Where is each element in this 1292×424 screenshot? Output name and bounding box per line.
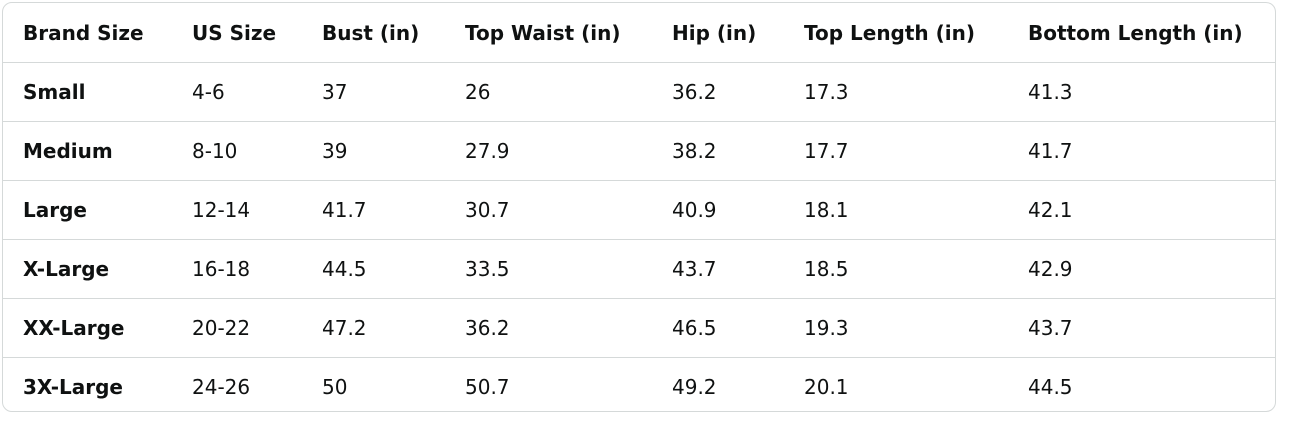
- table-cell: 30.7: [445, 180, 652, 240]
- table-cell: 36.2: [652, 62, 784, 122]
- size-name: Small: [3, 62, 172, 122]
- table-cell: 37: [302, 62, 445, 122]
- table-cell: 38.2: [652, 121, 784, 181]
- table-cell: 40.9: [652, 180, 784, 240]
- table-cell: 43.7: [652, 239, 784, 299]
- column-header: Bust (in): [322, 20, 420, 45]
- table-cell: 43.7: [1008, 298, 1275, 358]
- table-row: X-Large 16-18 44.5 33.5 43.7 18.5 42.9: [3, 239, 1275, 299]
- table-cell: 41.7: [302, 180, 445, 240]
- column-header: US Size: [192, 20, 277, 45]
- header-row: Brand Size US Size Bust (in) Top Waist (in)…: [3, 3, 1275, 63]
- column-header: Top Length (in): [804, 20, 976, 45]
- table-body: Small 4-6 37 26 36.2 17.3 41.3 Medium 8-10 39 27.9…: [3, 62, 1275, 411]
- table-cell: 44.5: [1008, 357, 1275, 411]
- size-table: Brand Size US Size Bust (in) Top Waist (in)…: [3, 3, 1275, 411]
- table-cell: 41.3: [1008, 62, 1275, 122]
- table-cell: 46.5: [652, 298, 784, 358]
- table-cell: 12-14: [172, 180, 302, 240]
- table-cell: 27.9: [445, 121, 652, 181]
- size-name: 3X-Large: [3, 357, 172, 411]
- table-cell: 26: [445, 62, 652, 122]
- table-cell: 42.1: [1008, 180, 1275, 240]
- size-name: Medium: [3, 121, 172, 181]
- table-row: Large 12-14 41.7 30.7 40.9 18.1 42.1: [3, 180, 1275, 240]
- table-cell: 20.1: [784, 357, 1008, 411]
- table-cell: 18.5: [784, 239, 1008, 299]
- table-cell: 17.3: [784, 62, 1008, 122]
- table-cell: 36.2: [445, 298, 652, 358]
- table-cell: 20-22: [172, 298, 302, 358]
- column-header: Brand Size: [23, 20, 144, 45]
- table-cell: 8-10: [172, 121, 302, 181]
- table-cell: 47.2: [302, 298, 445, 358]
- column-header: Bottom Length (in): [1028, 20, 1243, 45]
- table-row: XX-Large 20-22 47.2 36.2 46.5 19.3 43.7: [3, 298, 1275, 358]
- table-cell: 18.1: [784, 180, 1008, 240]
- table-cell: 17.7: [784, 121, 1008, 181]
- table-cell: 50.7: [445, 357, 652, 411]
- column-header: Hip (in): [672, 20, 757, 45]
- table-row: 3X-Large 24-26 50 50.7 49.2 20.1 44.5: [3, 357, 1275, 411]
- size-chart: Brand Size US Size Bust (in) Top Waist (in)…: [2, 2, 1276, 412]
- size-name: X-Large: [3, 239, 172, 299]
- table-cell: 44.5: [302, 239, 445, 299]
- size-name: XX-Large: [3, 298, 172, 358]
- size-name: Large: [3, 180, 172, 240]
- table-cell: 41.7: [1008, 121, 1275, 181]
- table-row: Medium 8-10 39 27.9 38.2 17.7 41.7: [3, 121, 1275, 181]
- table-cell: 4-6: [172, 62, 302, 122]
- table-cell: 19.3: [784, 298, 1008, 358]
- table-cell: 16-18: [172, 239, 302, 299]
- table-cell: 39: [302, 121, 445, 181]
- table-cell: 50: [302, 357, 445, 411]
- table-cell: 24-26: [172, 357, 302, 411]
- table-cell: 49.2: [652, 357, 784, 411]
- column-header: Top Waist (in): [465, 20, 621, 45]
- table-row: Small 4-6 37 26 36.2 17.3 41.3: [3, 62, 1275, 122]
- table-cell: 42.9: [1008, 239, 1275, 299]
- table-cell: 33.5: [445, 239, 652, 299]
